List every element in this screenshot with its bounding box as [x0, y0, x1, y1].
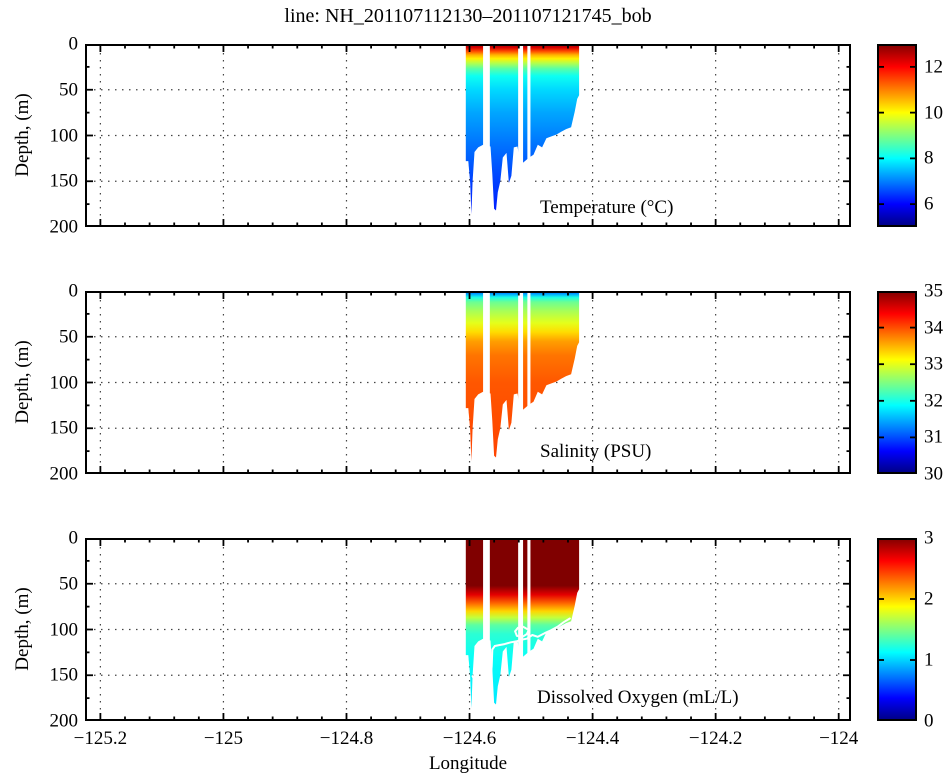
colorbar-tick-label-salinity-34: 34	[924, 317, 943, 339]
panel-label-salinity: Salinity (PSU)	[540, 441, 652, 462]
plot-border	[85, 538, 851, 721]
colorbar-tick-label-temperature-10: 10	[924, 102, 943, 124]
plot-border	[85, 44, 851, 227]
data-gap	[483, 291, 490, 474]
data-gap	[483, 44, 490, 227]
colorbar-border	[877, 44, 917, 227]
panel-label-temperature: Temperature (°C)	[540, 197, 674, 218]
salinity-colorbar	[877, 291, 917, 474]
colorbar-gradient	[877, 44, 917, 227]
x-tick-label-6: −124	[819, 728, 859, 749]
y-tick-label-dissolved-oxygen-0: 0	[68, 527, 79, 549]
y-tick-label-dissolved-oxygen-150: 150	[49, 664, 79, 686]
colorbar-tick-label-salinity-32: 32	[924, 390, 943, 412]
y-tick-label-temperature-150: 150	[49, 170, 79, 192]
y-tick-label-salinity-200: 200	[49, 463, 79, 485]
x-tick-label-1: −125	[203, 728, 244, 749]
colorbar-tick-label-dissolved-oxygen-2: 2	[924, 588, 934, 610]
x-tick-label-2: −124.8	[319, 728, 374, 749]
y-tick-label-salinity-150: 150	[49, 417, 79, 439]
data-gap	[518, 44, 524, 227]
x-axis-label: Longitude	[428, 753, 508, 774]
y-tick-label-temperature-200: 200	[49, 216, 79, 238]
panel-label-oxygen: Dissolved Oxygen (mL/L)	[537, 687, 739, 708]
colorbar-tick-label-dissolved-oxygen-1: 1	[924, 649, 934, 671]
y-axis-label-oxygen: Depth, (m)	[12, 587, 33, 671]
colorbar-tick-label-salinity-33: 33	[924, 353, 943, 375]
colorbar-tick-label-salinity-30: 30	[924, 463, 943, 485]
y-tick-label-salinity-0: 0	[68, 280, 79, 302]
temperature-panel	[85, 44, 851, 227]
grid-lines	[87, 540, 849, 719]
plot-border	[85, 291, 851, 474]
temperature-colorbar	[877, 44, 917, 227]
data-gap	[527, 291, 531, 474]
data-gap	[518, 538, 524, 721]
data-gap	[483, 538, 490, 721]
data-gap	[518, 291, 524, 474]
colorbar-tick-label-salinity-35: 35	[924, 280, 943, 302]
colorbar-tick-label-temperature-6: 6	[924, 193, 934, 215]
x-tick-label-5: −124.2	[688, 728, 743, 749]
y-tick-label-dissolved-oxygen-100: 100	[49, 619, 79, 640]
y-tick-label-temperature-100: 100	[49, 125, 79, 146]
data-gap	[527, 44, 531, 227]
colorbar-tick-label-temperature-12: 12	[924, 56, 943, 78]
y-tick-label-temperature-0: 0	[68, 33, 79, 55]
hypoxia-contour-loop	[514, 625, 530, 638]
y-tick-label-salinity-100: 100	[49, 372, 79, 393]
colorbar-gradient	[877, 538, 917, 721]
x-tick-label-0: −125.2	[73, 728, 128, 749]
x-tick-label-3: −124.6	[442, 728, 497, 749]
y-tick-label-dissolved-oxygen-200: 200	[49, 710, 79, 732]
colorbar-border	[877, 291, 917, 474]
colorbar-tick-label-temperature-8: 8	[924, 147, 934, 169]
x-tick-label-4: −124.4	[565, 728, 620, 749]
oxygen-panel	[85, 538, 851, 721]
colorbar-tick-label-dissolved-oxygen-3: 3	[924, 527, 934, 549]
grid-lines	[87, 293, 849, 472]
hypoxia-contour	[471, 617, 571, 690]
figure-title: line: NH_201107112130–201107121745_bob	[284, 5, 652, 27]
y-axis-label-temperature: Depth, (m)	[12, 93, 33, 177]
salinity-panel	[85, 291, 851, 474]
oxygen-colorbar	[877, 538, 917, 721]
grid-lines	[87, 46, 849, 225]
colorbar-tick-label-salinity-31: 31	[924, 426, 943, 448]
colorbar-gradient	[877, 291, 917, 474]
colorbar-tick-label-dissolved-oxygen-0: 0	[924, 710, 934, 732]
y-tick-label-dissolved-oxygen-50: 50	[59, 573, 78, 595]
y-axis-label-salinity: Depth, (m)	[12, 340, 33, 424]
y-tick-label-salinity-50: 50	[59, 326, 78, 348]
colorbar-border	[877, 538, 917, 721]
y-tick-label-temperature-50: 50	[59, 79, 78, 101]
